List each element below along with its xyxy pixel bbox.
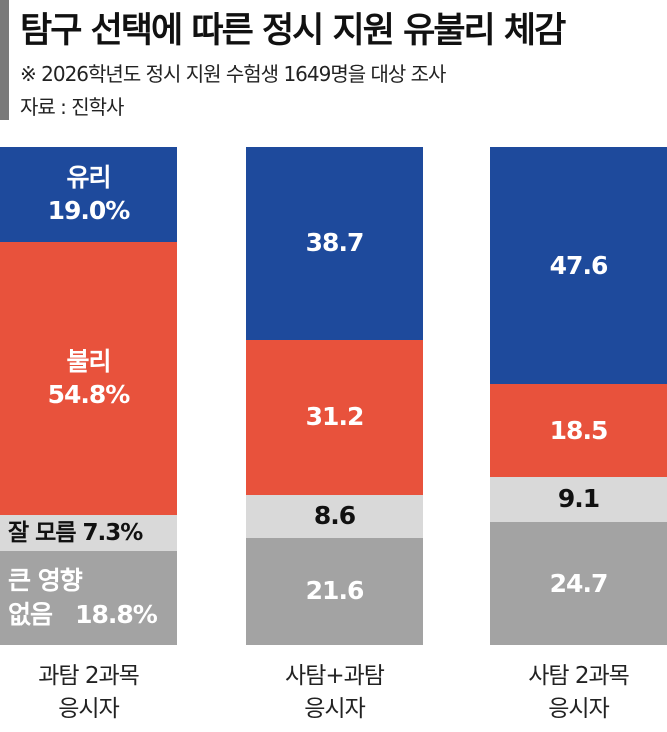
category-label-line: 응시자 bbox=[58, 696, 119, 722]
data-label: 21.6 bbox=[305, 576, 365, 606]
chart-title: 탐구 선택에 따른 정시 지원 유불리 체감 bbox=[20, 11, 566, 51]
data-label: 31.2 bbox=[305, 402, 365, 432]
data-label: 잘 모름 7.3% bbox=[8, 519, 143, 546]
source-label: 자료 : 진학사 bbox=[20, 95, 124, 119]
bar-segment: 18.5 bbox=[490, 384, 667, 477]
data-label: 유리 19.0% bbox=[47, 162, 131, 226]
bar-segment: 47.6 bbox=[490, 147, 667, 385]
bar-segment: 잘 모름 7.3% bbox=[0, 514, 177, 552]
bar-segment: 21.6 bbox=[246, 537, 423, 645]
bar-segment: 유리 19.0% bbox=[0, 147, 177, 242]
bar-stack: 유리 19.0% 불리 54.8% 잘 모름 7.3% 큰 영향 없음 18.8% bbox=[0, 147, 177, 645]
category-label-line: 과탐 2과목 bbox=[38, 663, 140, 689]
category-label-line: 응시자 bbox=[304, 696, 365, 722]
bar-segment: 불리 54.8% bbox=[0, 241, 177, 515]
bar-segment: 31.2 bbox=[246, 339, 423, 495]
data-label: 9.1 bbox=[557, 484, 600, 514]
data-label: 38.7 bbox=[305, 228, 365, 258]
bar-segment: 24.7 bbox=[490, 521, 667, 645]
bar-segment: 큰 영향 없음 18.8% bbox=[0, 551, 177, 645]
bar-segment: 8.6 bbox=[246, 494, 423, 538]
accent-bar bbox=[0, 0, 9, 120]
data-label: 24.7 bbox=[549, 568, 609, 598]
bar-segment: 38.7 bbox=[246, 147, 423, 340]
data-label: 큰 영향 없음 18.8% bbox=[8, 566, 158, 630]
bar-stack: 47.6 18.5 9.1 24.7 bbox=[490, 147, 667, 645]
data-label: 불리 54.8% bbox=[47, 346, 131, 410]
category-label-line: 사탐+과탐 bbox=[285, 663, 385, 689]
survey-note: ※ 2026학년도 정시 지원 수험생 1649명을 대상 조사 bbox=[20, 62, 446, 86]
data-label: 8.6 bbox=[313, 501, 356, 531]
data-label: 18.5 bbox=[549, 415, 609, 445]
bar-stack: 38.7 31.2 8.6 21.6 bbox=[246, 147, 423, 645]
category-label-line: 응시자 bbox=[548, 696, 609, 722]
bar-segment: 9.1 bbox=[490, 476, 667, 522]
data-label: 47.6 bbox=[549, 250, 609, 280]
category-label-line: 사탐 2과목 bbox=[528, 663, 630, 689]
